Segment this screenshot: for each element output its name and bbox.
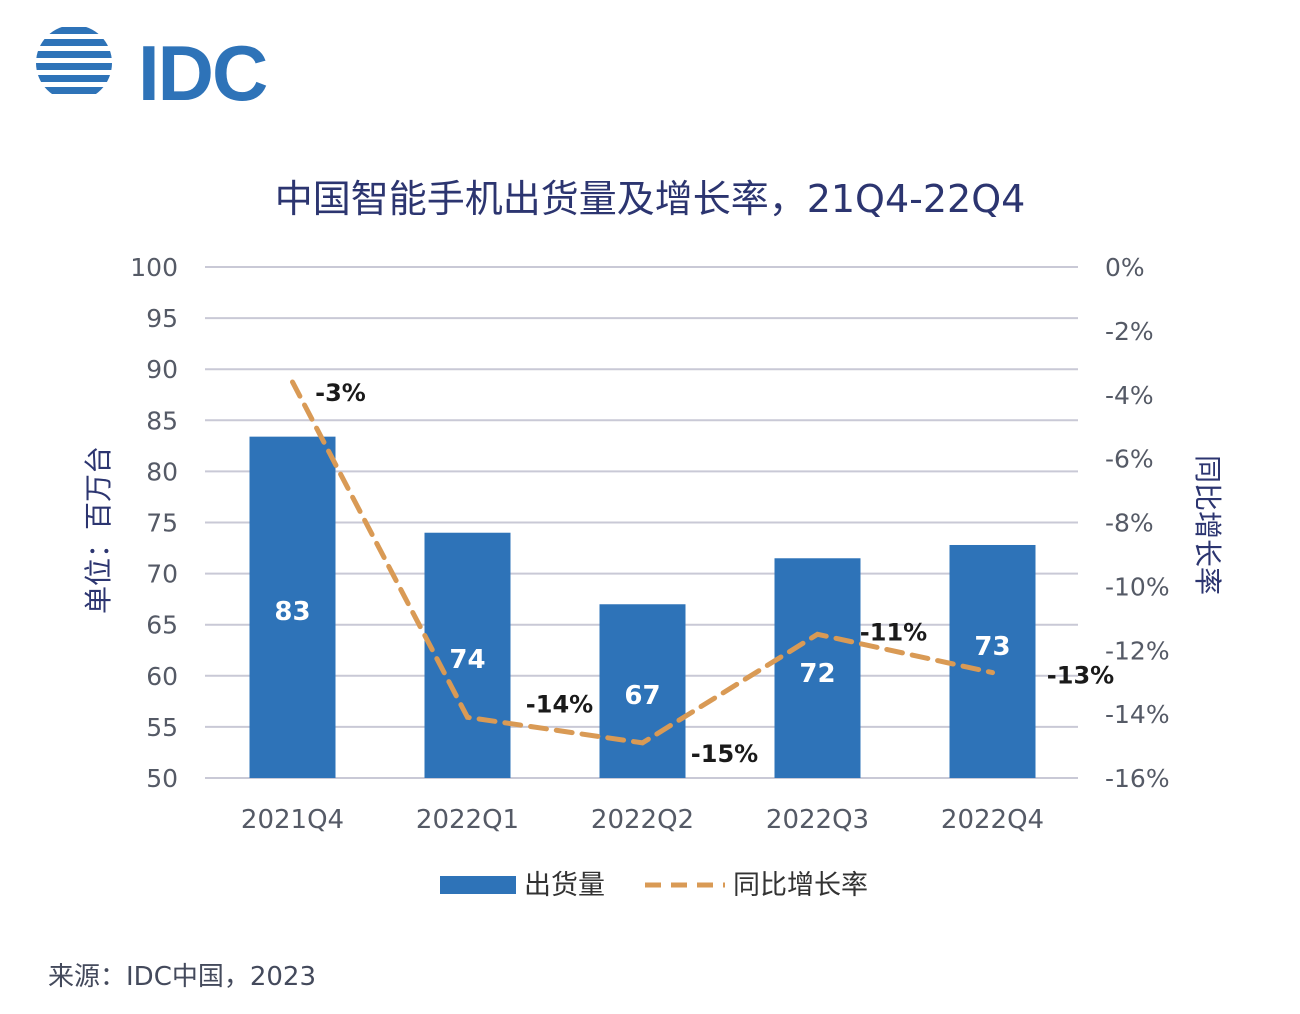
y2-tick-label: -14%: [1105, 700, 1170, 729]
bar: [599, 604, 686, 778]
growth-value-label: -11%: [860, 618, 927, 646]
growth-value-label: -3%: [315, 379, 366, 407]
legend-swatch-bar: [440, 876, 516, 894]
y-tick-label: 65: [146, 611, 178, 640]
chart-plot: 83 74 67 72 73 -3% -14% -15% -11% -13% 100 95 90 85 8…: [82, 253, 1224, 901]
bar-value-label: 74: [449, 645, 485, 675]
growth-value-label: -13%: [1047, 662, 1114, 690]
source-note: 来源：IDC中国，2023: [48, 962, 317, 992]
y-tick-label: 100: [130, 253, 178, 282]
bar-value-label: 73: [974, 632, 1010, 662]
x-tick-label: 2022Q1: [416, 805, 519, 835]
bar: [249, 436, 336, 778]
bar: [949, 544, 1036, 778]
y2-tick-label: -8%: [1105, 509, 1154, 538]
axes: 100 95 90 85 80 75 70 65 60 55 50 0% -2% -4% -6% -8% -10…: [82, 253, 1224, 835]
bar: [774, 558, 861, 778]
y2-tick-label: -16%: [1105, 764, 1170, 793]
chart-title: 中国智能手机出货量及增长率，21Q4-22Q4: [274, 177, 1026, 221]
y2-tick-label: -4%: [1105, 381, 1154, 410]
growth-value-label: -14%: [526, 690, 593, 718]
y-tick-label: 55: [146, 713, 178, 742]
growth-line-path: [290, 379, 995, 746]
y2-axis-title: 同比增长率: [1191, 455, 1224, 595]
x-tick-label: 2022Q3: [766, 805, 869, 835]
y2-tick-label: 0%: [1105, 253, 1145, 282]
idc-globe-icon: [36, 27, 112, 94]
bars: [249, 436, 1036, 778]
legend-label-bar: 出货量: [524, 870, 605, 901]
y-tick-label: 95: [146, 304, 178, 333]
y-tick-label: 60: [146, 662, 178, 691]
legend: 出货量 同比增长率: [440, 870, 868, 901]
bar: [424, 532, 511, 778]
y-tick-label: 85: [146, 406, 178, 435]
y-tick-label: 50: [146, 764, 178, 793]
bar-value-label: 72: [799, 659, 835, 689]
y2-tick-label: -6%: [1105, 445, 1154, 474]
logo-text: IDC: [138, 29, 268, 117]
y-tick-label: 90: [146, 355, 178, 384]
data-labels: 83 74 67 72 73 -3% -14% -15% -11% -13%: [274, 379, 1114, 768]
y-tick-label: 75: [146, 509, 178, 538]
y-axis-title: 单位：百万台: [82, 446, 115, 614]
idc-logo: IDC: [26, 20, 286, 112]
x-tick-label: 2021Q4: [241, 805, 344, 835]
x-tick-label: 2022Q4: [941, 805, 1044, 835]
y2-tick-label: -2%: [1105, 317, 1154, 346]
y2-tick-label: -10%: [1105, 572, 1170, 601]
x-tick-label: 2022Q2: [591, 805, 694, 835]
bar-value-label: 83: [274, 597, 310, 627]
y-tick-label: 80: [146, 457, 178, 486]
growth-value-label: -15%: [691, 740, 758, 768]
growth-line: [290, 379, 995, 746]
y-tick-label: 70: [146, 560, 178, 589]
legend-label-line: 同比增长率: [733, 870, 868, 901]
y2-tick-label: -12%: [1105, 636, 1170, 665]
bar-value-label: 67: [624, 681, 660, 711]
